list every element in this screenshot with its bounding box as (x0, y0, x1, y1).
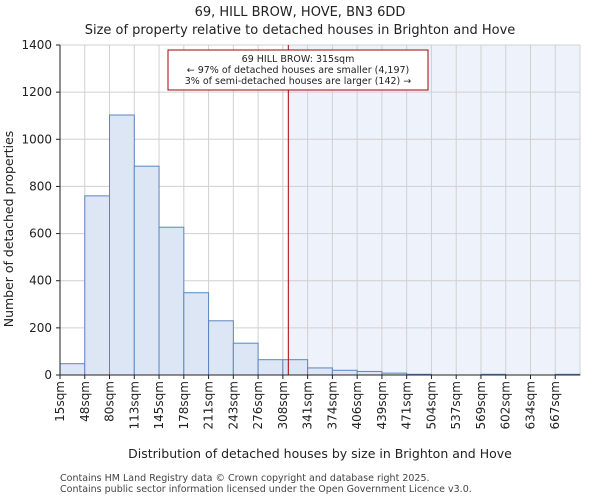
y-tick-label: 0 (44, 368, 52, 382)
x-tick-label: 471sqm (400, 381, 414, 429)
x-tick-label: 667sqm (548, 381, 562, 429)
bar-243sqm (232, 342, 259, 376)
annotation-line-3: 3% of semi-detached houses are larger (1… (185, 76, 412, 87)
x-tick-label: 15sqm (53, 381, 67, 422)
y-tick-label: 600 (29, 227, 52, 241)
y-tick-label: 200 (29, 321, 52, 335)
highlight-region (288, 45, 580, 375)
y-tick-label: 1000 (21, 132, 52, 146)
footer-line-1: Contains HM Land Registry data © Crown c… (60, 473, 430, 484)
x-tick-label: 439sqm (375, 381, 389, 429)
chart-title: 69, HILL BROW, HOVE, BN3 6DD (195, 5, 406, 20)
bar-211sqm (208, 320, 234, 376)
bar-15sqm (59, 363, 86, 376)
x-axis-title: Distribution of detached houses by size … (128, 446, 512, 461)
y-tick-labels: 0 200 400 600 800 1000 1200 1400 (21, 38, 60, 382)
bar-80sqm (109, 114, 135, 376)
x-tick-label: 504sqm (424, 381, 438, 429)
x-tick-label: 276sqm (251, 381, 265, 429)
y-tick-label: 1200 (21, 85, 52, 99)
x-tick-label: 243sqm (226, 381, 240, 429)
x-tick-label: 406sqm (350, 381, 364, 429)
x-tick-label: 341sqm (301, 381, 315, 429)
y-tick-label: 800 (29, 179, 52, 193)
x-tick-label: 537sqm (449, 381, 463, 429)
x-tick-label: 145sqm (152, 381, 166, 429)
x-tick-label: 569sqm (474, 381, 488, 429)
footer-line-2: Contains public sector information licen… (60, 484, 472, 495)
chart-subtitle: Size of property relative to detached ho… (85, 23, 516, 38)
x-tick-label: 374sqm (325, 381, 339, 429)
bar-276sqm (257, 359, 284, 376)
x-tick-label: 308sqm (276, 381, 290, 429)
bar-341sqm (307, 367, 333, 376)
axes (59, 45, 580, 376)
bar-178sqm (183, 292, 210, 376)
x-tick-label: 48sqm (78, 381, 92, 422)
y-tick-label: 1400 (21, 38, 52, 52)
annotation-line-2: ← 97% of detached houses are smaller (4,… (187, 65, 410, 76)
bar-48sqm (84, 195, 111, 376)
x-tick-labels: 15sqm 48sqm 80sqm 113sqm 145sqm 178sqm 211sqm 2… (53, 375, 562, 429)
annotation-box: 69 HILL BROW: 315sqm ← 97% of detached h… (167, 49, 429, 91)
annotation-rect (167, 49, 429, 91)
bar-406sqm (356, 370, 383, 376)
bar-308sqm (282, 359, 309, 376)
x-tick-label: 211sqm (202, 381, 216, 429)
y-axis-title: Number of detached properties (1, 131, 16, 328)
x-tick-label: 178sqm (177, 381, 191, 429)
x-tick-label: 602sqm (499, 381, 513, 429)
x-tick-label: 113sqm (127, 381, 141, 429)
bar-145sqm (158, 226, 185, 376)
x-tick-label: 80sqm (103, 381, 117, 422)
y-tick-label: 400 (29, 274, 52, 288)
annotation-line-1: 69 HILL BROW: 315sqm (242, 54, 355, 65)
bar-113sqm (133, 165, 160, 376)
bar-374sqm (331, 369, 358, 376)
x-tick-label: 634sqm (523, 381, 537, 429)
